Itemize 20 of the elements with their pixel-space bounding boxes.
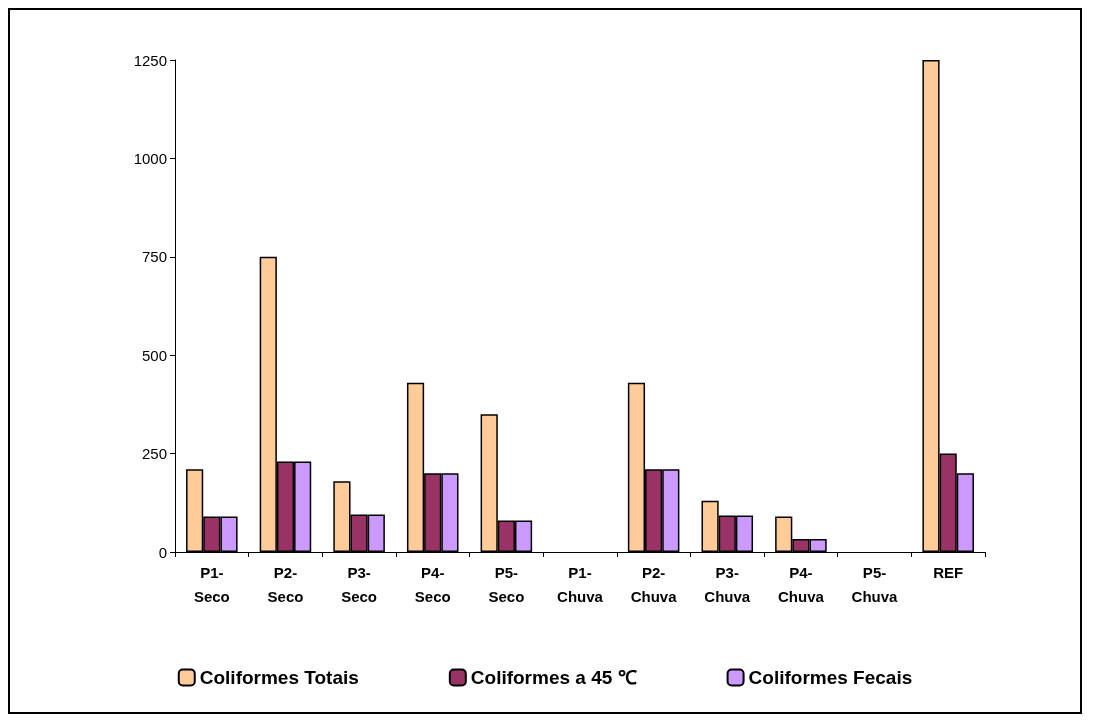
x-tick-label: P4- Seco <box>414 563 451 605</box>
x-tick-label: P5- Seco <box>488 563 525 605</box>
legend-label: Coliformes Totais <box>199 667 359 688</box>
legend-label: Coliformes Fecais <box>748 667 913 688</box>
x-tick-label: REF <box>933 563 964 581</box>
legend-label: Coliformes a 45 ℃ <box>470 667 637 688</box>
x-tick-label: P2- Chuva <box>630 563 678 605</box>
x-tick-label: P3- Chuva <box>704 563 751 605</box>
x-tick-label: P3- Seco <box>341 563 378 605</box>
x-tick-label: P1- Chuva <box>557 563 604 605</box>
y-tick-label: 250 <box>141 445 167 463</box>
x-tick-label: P4- Chuva <box>777 563 825 605</box>
y-tick-label: 500 <box>141 346 167 364</box>
x-tick-label: P2- Seco <box>267 563 304 605</box>
y-tick-label: 750 <box>141 248 167 266</box>
y-tick-label: 1250 <box>133 51 167 69</box>
x-tick-label: P1- Seco <box>193 563 230 605</box>
y-tick-label: 1000 <box>133 149 167 167</box>
x-tick-label: P5- Chuva <box>851 563 899 605</box>
y-tick-label: 0 <box>158 543 167 561</box>
